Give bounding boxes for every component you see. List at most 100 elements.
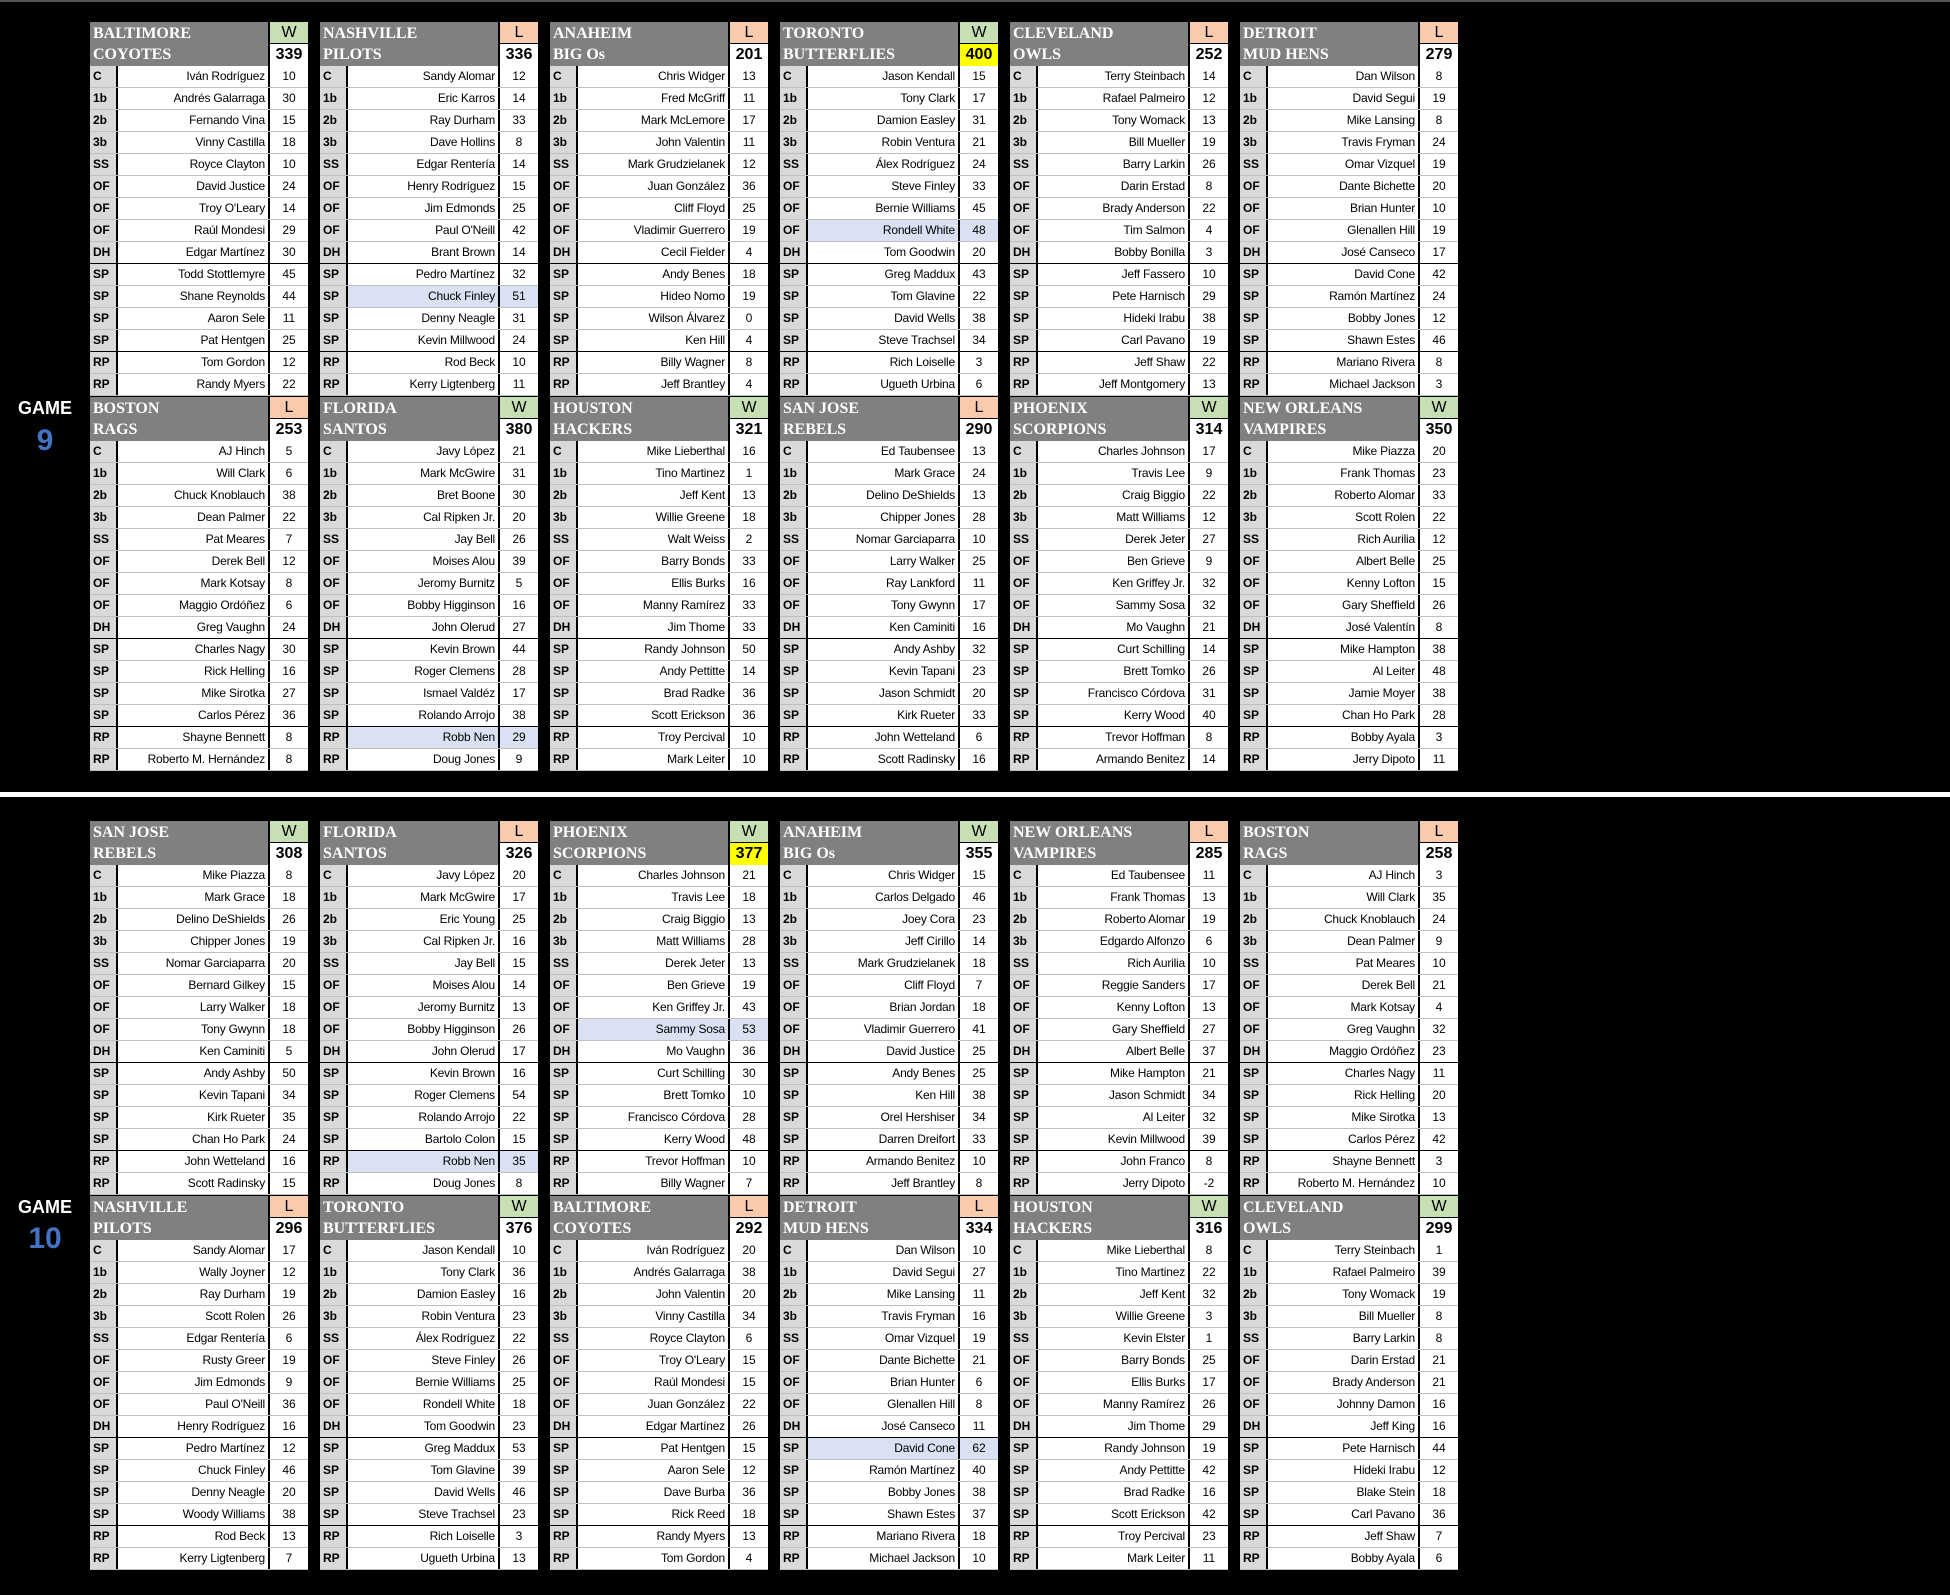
position-label: RP bbox=[90, 1151, 116, 1172]
player-points: 13 bbox=[730, 1526, 768, 1547]
player-row: SP Aaron Sele 12 bbox=[550, 1460, 768, 1482]
player-row: 2b Craig Biggio 13 bbox=[550, 909, 768, 931]
row-divider bbox=[90, 1283, 308, 1284]
player-name: Troy O'Leary bbox=[578, 1350, 728, 1371]
player-row: 1b Andrés Galarraga 30 bbox=[90, 88, 308, 110]
row-divider bbox=[550, 1503, 768, 1504]
row-divider bbox=[320, 1437, 538, 1438]
player-points: 38 bbox=[960, 308, 998, 329]
position-label: SS bbox=[1240, 529, 1266, 550]
player-row: 2b Damion Easley 31 bbox=[780, 110, 998, 132]
position-label: SP bbox=[90, 661, 116, 682]
player-points: 23 bbox=[500, 1306, 538, 1327]
position-label: 2b bbox=[780, 1284, 806, 1305]
player-name: Ed Taubensee bbox=[1038, 865, 1188, 886]
player-points: 17 bbox=[1420, 242, 1458, 263]
team-name-line1: DETROIT bbox=[783, 1199, 857, 1216]
position-label: SP bbox=[90, 705, 116, 726]
team-header: TORONTO BUTTERFLIES W 376 bbox=[320, 1196, 538, 1240]
position-label: OF bbox=[550, 1350, 576, 1371]
position-label: SP bbox=[320, 1063, 346, 1084]
player-row: OF Reggie Sanders 17 bbox=[1010, 975, 1228, 997]
player-points: 36 bbox=[730, 705, 768, 726]
position-label: RP bbox=[1240, 727, 1266, 748]
player-name: Kirk Rueter bbox=[118, 1107, 268, 1128]
player-points: 6 bbox=[270, 1328, 308, 1349]
row-divider bbox=[550, 285, 768, 286]
row-divider bbox=[550, 572, 768, 573]
team-card: SAN JOSE REBELS L 290 C Ed Taubensee 13 1b Mark … bbox=[780, 397, 998, 771]
player-name: John Olerud bbox=[348, 617, 498, 638]
player-points: 19 bbox=[960, 1328, 998, 1349]
player-row: OF Rondell White 48 bbox=[780, 220, 998, 242]
player-points: 13 bbox=[1420, 1107, 1458, 1128]
team-card: FLORIDA SANTOS L 326 C Javy López 20 1b Mark McG… bbox=[320, 821, 538, 1195]
position-label: RP bbox=[320, 352, 346, 373]
row-divider bbox=[1010, 726, 1228, 727]
position-label: SS bbox=[780, 1328, 806, 1349]
player-name: Jeff Kent bbox=[1038, 1284, 1188, 1305]
player-name: Chipper Jones bbox=[808, 507, 958, 528]
row-divider bbox=[1240, 1261, 1458, 1262]
player-name: Troy Percival bbox=[1038, 1526, 1188, 1547]
row-divider bbox=[1010, 351, 1228, 352]
row-divider bbox=[1240, 1283, 1458, 1284]
player-name: Travis Fryman bbox=[1268, 132, 1418, 153]
player-row: RP Billy Wagner 7 bbox=[550, 1173, 768, 1195]
position-label: C bbox=[550, 441, 576, 462]
player-name: Walt Weiss bbox=[578, 529, 728, 550]
team-name-line2: OWLS bbox=[1013, 46, 1062, 63]
player-row: 3b Robin Ventura 21 bbox=[780, 132, 998, 154]
player-name: Pete Harnisch bbox=[1038, 286, 1188, 307]
row-divider bbox=[320, 175, 538, 176]
player-name: Craig Biggio bbox=[1038, 485, 1188, 506]
row-divider bbox=[1240, 1437, 1458, 1438]
player-points: 17 bbox=[1190, 1372, 1228, 1393]
player-name: Randy Myers bbox=[578, 1526, 728, 1547]
player-row: RP Troy Percival 10 bbox=[550, 727, 768, 749]
player-name: Roberto Alomar bbox=[1038, 909, 1188, 930]
player-row: SS Mark Grudzielanek 12 bbox=[550, 154, 768, 176]
player-row: SS Álex Rodríguez 24 bbox=[780, 154, 998, 176]
player-name: Troy O'Leary bbox=[118, 198, 268, 219]
player-points: 6 bbox=[1190, 931, 1228, 952]
player-points: 12 bbox=[1420, 308, 1458, 329]
player-name: Mike Lieberthal bbox=[1038, 1240, 1188, 1261]
player-points: 15 bbox=[730, 1372, 768, 1393]
team-card: TORONTO BUTTERFLIES W 400 C Jason Kendall 15 1b… bbox=[780, 22, 998, 396]
player-points: 46 bbox=[1420, 330, 1458, 351]
team-score: 258 bbox=[1420, 843, 1458, 865]
row-divider bbox=[1010, 528, 1228, 529]
row-divider bbox=[550, 1525, 768, 1526]
player-points: 7 bbox=[1420, 1526, 1458, 1547]
row-divider bbox=[550, 329, 768, 330]
player-name: Bobby Ayala bbox=[1268, 1548, 1418, 1569]
player-points: 24 bbox=[270, 176, 308, 197]
player-row: 2b Ray Durham 19 bbox=[90, 1284, 308, 1306]
player-points: 9 bbox=[270, 1372, 308, 1393]
player-row: SP Ken Hill 38 bbox=[780, 1085, 998, 1107]
row-divider bbox=[320, 197, 538, 198]
player-name: Shane Reynolds bbox=[118, 286, 268, 307]
row-divider bbox=[1240, 285, 1458, 286]
position-label: SS bbox=[1240, 953, 1266, 974]
player-points: 26 bbox=[500, 1350, 538, 1371]
row-divider bbox=[320, 1018, 538, 1019]
row-divider bbox=[780, 908, 998, 909]
position-label: RP bbox=[90, 727, 116, 748]
player-points: 22 bbox=[730, 1394, 768, 1415]
player-name: Willie Greene bbox=[578, 507, 728, 528]
player-name: Cal Ripken Jr. bbox=[348, 931, 498, 952]
row-divider bbox=[780, 307, 998, 308]
team-header: PHOENIX SCORPIONS W 314 bbox=[1010, 397, 1228, 441]
row-divider bbox=[90, 506, 308, 507]
position-label: SS bbox=[320, 1328, 346, 1349]
position-label: OF bbox=[1240, 1019, 1266, 1040]
player-points: 19 bbox=[270, 931, 308, 952]
player-row: SS Nomar Garciaparra 10 bbox=[780, 529, 998, 551]
player-points: 20 bbox=[1420, 176, 1458, 197]
team-name: SAN JOSE REBELS bbox=[90, 821, 268, 865]
position-label: OF bbox=[320, 573, 346, 594]
player-row: C Mike Lieberthal 16 bbox=[550, 441, 768, 463]
row-divider bbox=[90, 770, 308, 771]
